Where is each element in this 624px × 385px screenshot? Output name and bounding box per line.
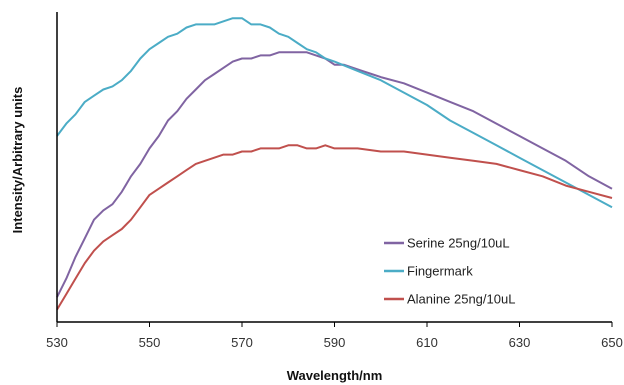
y-axis-title: Intensity/Arbitrary units [10,87,25,234]
x-axis-title: Wavelength/nm [287,368,383,383]
series-line-3 [56,144,613,311]
legend-label-1: Serine 25ng/10uL [407,236,510,251]
x-tick-label: 570 [231,335,253,350]
legend-label-2: Fingermark [407,264,473,279]
x-tick-label: 610 [416,335,438,350]
x-tick-label: 530 [46,335,68,350]
series-layer [56,17,613,311]
x-tick-layer: 530 550 570 590 610 630 650 [46,322,623,350]
series-line-1 [56,51,613,298]
x-tick-label: 550 [139,335,161,350]
x-tick-label: 650 [601,335,623,350]
legend: Serine 25ng/10uL Fingermark Alanine 25ng/1… [384,236,515,307]
series-line-2 [56,17,613,209]
x-tick-label: 590 [324,335,346,350]
legend-label-3: Alanine 25ng/10uL [407,292,515,307]
x-tick-label: 630 [509,335,531,350]
